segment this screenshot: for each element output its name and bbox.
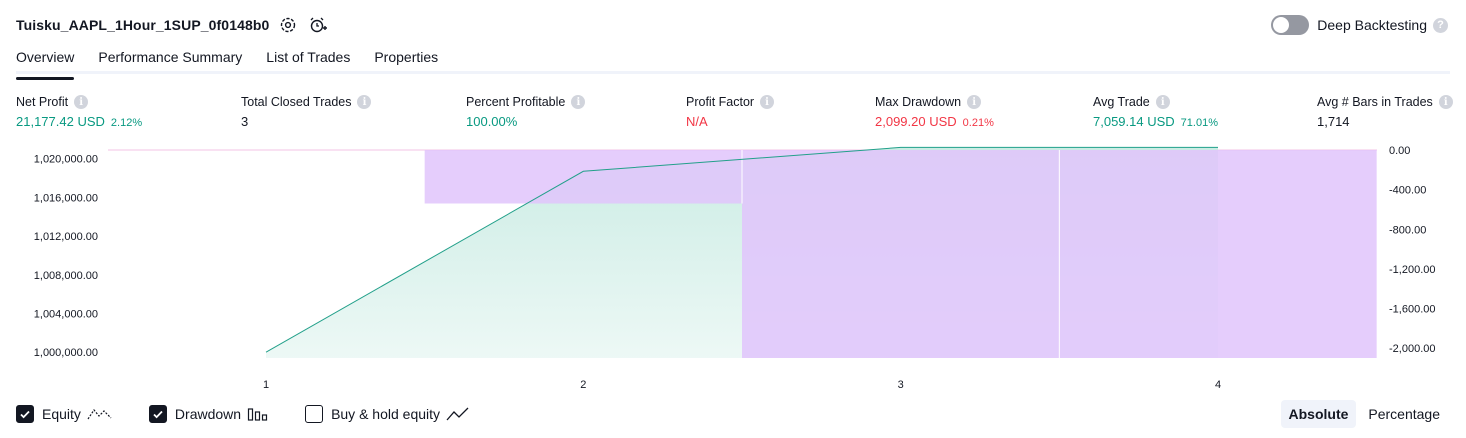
metric-label: Profit Factor	[686, 95, 755, 109]
percentage-button[interactable]: Percentage	[1368, 406, 1440, 422]
right-axis-tick: -1,600.00	[1389, 304, 1435, 316]
strategy-title: Tuisku_AAPL_1Hour_1SUP_0f0148b0	[16, 17, 270, 33]
drawdown-bar	[1059, 150, 1377, 358]
metric-total-closed-trades: Total Closed Trades i 3	[241, 94, 372, 129]
metric-profit-factor: Profit Factor i N/A	[686, 94, 775, 129]
metric-net-profit: Net Profit i 21,177.42 USD 2.12%	[16, 94, 142, 129]
left-axis-tick: 1,000,000.00	[34, 347, 98, 359]
tabs-divider	[16, 71, 1450, 74]
right-axis-tick: -800.00	[1389, 224, 1426, 236]
drawdown-bar	[424, 150, 742, 204]
equity-line	[265, 146, 1219, 353]
metric-avg-bars-in-trades: Avg # Bars in Trades i 1,714	[1317, 94, 1453, 129]
legend-label: Drawdown	[174, 406, 242, 422]
metric-label: Avg Trade	[1093, 95, 1150, 109]
drawdown-bars-icon	[247, 406, 269, 422]
legend-label: Buy & hold equity	[331, 406, 441, 422]
info-icon[interactable]: i	[74, 95, 89, 109]
metric-percent: 0.21%	[962, 117, 994, 129]
info-icon[interactable]: i	[357, 95, 372, 109]
info-icon[interactable]: i	[760, 95, 775, 109]
info-icon[interactable]: i	[1155, 95, 1170, 109]
left-axis-tick: 1,008,000.00	[34, 270, 98, 282]
help-icon[interactable]: ?	[1433, 17, 1448, 33]
x-axis-tick: 2	[580, 379, 586, 391]
metric-percent: 2.12%	[110, 117, 143, 129]
equity-drawdown-chart[interactable]: 1,000,000.00 1,004,000.00 1,008,000.00 1,01…	[0, 140, 1466, 395]
tab-overview[interactable]: Overview	[16, 46, 75, 80]
buy-hold-checkbox[interactable]	[305, 405, 324, 423]
metric-label: Percent Profitable	[466, 95, 566, 109]
settings-icon[interactable]	[277, 14, 299, 36]
drawdown-checkbox[interactable]	[148, 405, 167, 423]
legend-buy-hold[interactable]: Buy & hold equity	[305, 405, 470, 423]
metric-label: Avg # Bars in Trades	[1317, 95, 1433, 109]
right-axis-tick: 0.00	[1389, 145, 1410, 157]
strategy-header: Tuisku_AAPL_1Hour_1SUP_0f0148b0	[16, 14, 329, 36]
x-axis-tick: 3	[898, 379, 904, 391]
deep-backtesting-toggle[interactable]	[1271, 15, 1310, 35]
right-axis-tick: -400.00	[1389, 185, 1426, 197]
buy-hold-line-icon	[446, 406, 470, 422]
metric-label: Max Drawdown	[875, 95, 962, 109]
left-axis-tick: 1,020,000.00	[34, 154, 98, 166]
info-icon[interactable]: i	[1438, 95, 1453, 109]
right-axis-tick: -2,000.00	[1389, 343, 1435, 355]
tab-properties[interactable]: Properties	[374, 49, 439, 65]
tab-list-of-trades[interactable]: List of Trades	[266, 49, 351, 65]
absolute-button[interactable]: Absolute	[1280, 400, 1357, 428]
legend-drawdown[interactable]: Drawdown	[148, 405, 269, 423]
display-mode-switch: Absolute Percentage	[1277, 400, 1449, 428]
metric-avg-trade: Avg Trade i 7,059.14 USD 71.01%	[1093, 94, 1218, 129]
info-icon[interactable]: i	[571, 95, 586, 109]
deep-backtesting-label: Deep Backtesting	[1317, 17, 1427, 33]
equity-checkbox[interactable]	[16, 405, 34, 423]
left-axis-tick: 1,012,000.00	[34, 231, 98, 243]
metric-value: 2,099.20 USD	[875, 114, 957, 129]
legend-label: Equity	[42, 406, 81, 422]
left-axis-tick: 1,004,000.00	[34, 308, 98, 320]
toggle-knob	[1273, 17, 1290, 33]
left-axis-tick: 1,016,000.00	[34, 192, 98, 204]
metric-value: 1,714	[1317, 114, 1350, 129]
x-axis-tick: 4	[1215, 379, 1221, 391]
metric-max-drawdown: Max Drawdown i 2,099.20 USD 0.21%	[875, 94, 994, 129]
metric-value: 3	[241, 114, 249, 129]
drawdown-bar	[742, 150, 1060, 358]
equity-line-icon	[87, 406, 113, 422]
deep-backtesting-control: Deep Backtesting ?	[1271, 14, 1448, 36]
add-alert-icon[interactable]	[307, 14, 329, 36]
metric-value: 100.00%	[466, 114, 518, 129]
metric-percent: 71.01%	[1180, 117, 1218, 129]
metric-value: 21,177.42 USD	[16, 114, 105, 129]
metric-percent-profitable: Percent Profitable i 100.00%	[466, 94, 586, 129]
metric-label: Total Closed Trades	[241, 95, 352, 109]
report-tabs: Overview Performance Summary List of Tra…	[16, 46, 462, 80]
chart-legend: Equity Drawdown Buy & hold equity	[16, 402, 506, 426]
right-axis-tick: -1,200.00	[1389, 264, 1435, 276]
legend-equity[interactable]: Equity	[16, 405, 113, 423]
x-axis-tick: 1	[263, 379, 269, 391]
info-icon[interactable]: i	[967, 95, 982, 109]
tab-performance-summary[interactable]: Performance Summary	[98, 49, 243, 65]
metric-value: 7,059.14 USD	[1093, 114, 1175, 129]
metric-value: N/A	[686, 114, 708, 129]
metric-label: Net Profit	[16, 95, 69, 109]
